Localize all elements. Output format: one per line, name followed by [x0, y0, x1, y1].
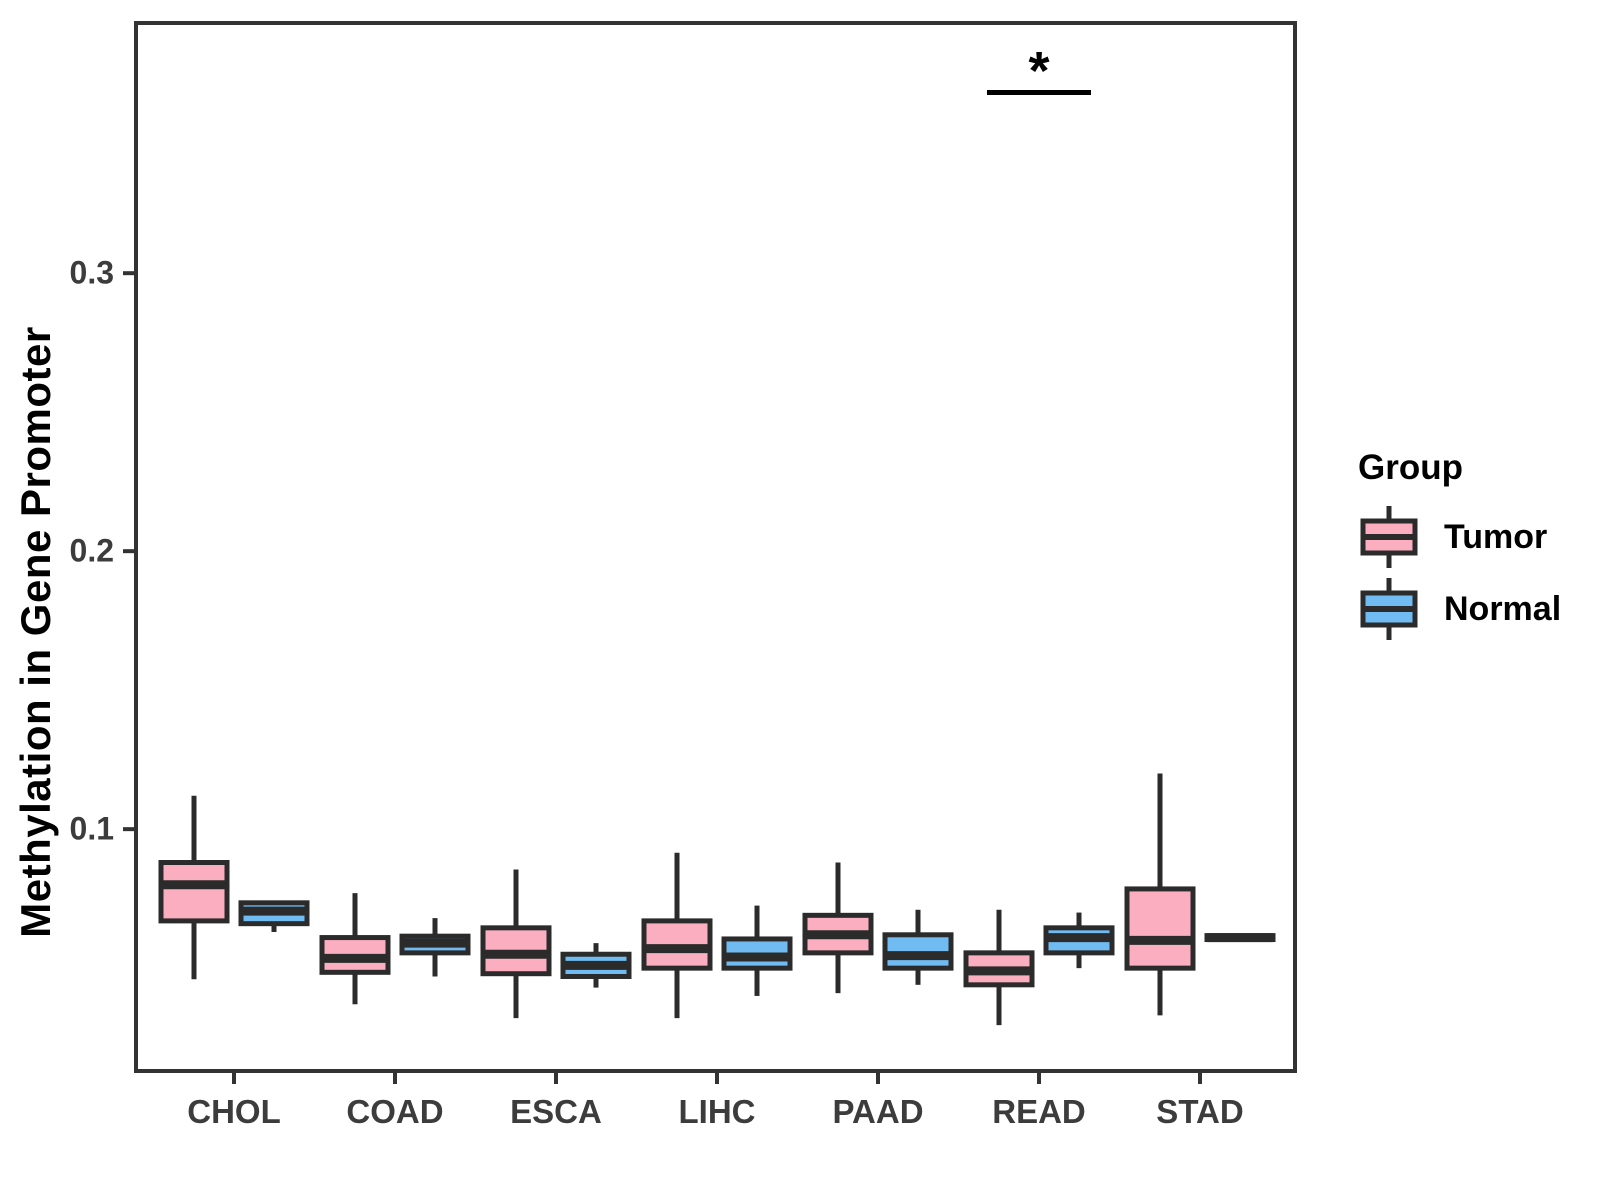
y-tick-label-0.3: 0.3 [69, 254, 114, 291]
legend-title: Group [1358, 448, 1463, 487]
x-tick-label-coad: COAD [346, 1093, 444, 1130]
tumor-box-chol [158, 860, 230, 924]
y-tick-label-0.1: 0.1 [69, 810, 114, 847]
x-tick-label-lihc: LIHC [678, 1093, 756, 1130]
x-tick-label-chol: CHOL [187, 1093, 281, 1130]
panel-border [134, 21, 1297, 1073]
legend-items: Tumor Normal [1358, 504, 1561, 648]
significance-star-read: * [1028, 41, 1050, 102]
y-axis-title: Methylation in Gene Promoter [12, 326, 59, 938]
legend-label-tumor: Tumor [1444, 517, 1548, 556]
legend-label-normal: Normal [1444, 589, 1562, 628]
legend-key-tumor-boxplot-icon [1360, 506, 1418, 568]
x-tick-label-paad: PAAD [832, 1093, 924, 1130]
legend-item-tumor: Tumor [1358, 504, 1561, 570]
legend-key-normal-boxplot-icon [1360, 578, 1418, 640]
x-tick-label-esca: ESCA [510, 1093, 602, 1130]
x-tick-label-stad: STAD [1156, 1093, 1244, 1130]
legend: Group Tumor Normal [1358, 448, 1561, 648]
x-tick-label-read: READ [992, 1093, 1086, 1130]
y-tick-label-0.2: 0.2 [69, 532, 114, 569]
tumor-box-stad [1124, 886, 1196, 971]
legend-item-normal: Normal [1358, 576, 1561, 642]
